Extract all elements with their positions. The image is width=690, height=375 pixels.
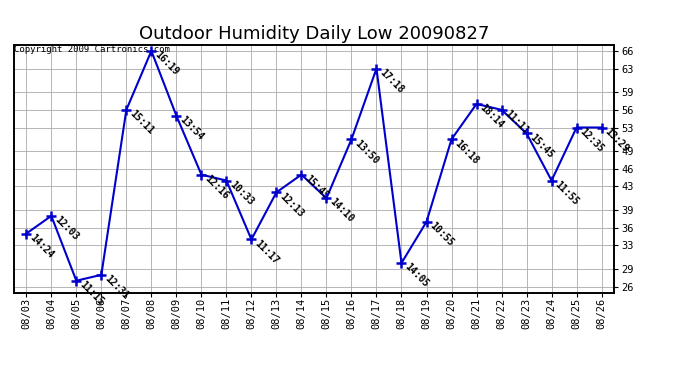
Text: 14:10: 14:10 <box>328 197 355 225</box>
Text: 16:19: 16:19 <box>152 50 181 77</box>
Text: 12:16: 12:16 <box>203 173 230 201</box>
Text: 14:24: 14:24 <box>28 232 55 260</box>
Text: 15:11: 15:11 <box>128 108 155 136</box>
Text: 13:50: 13:50 <box>353 138 381 166</box>
Text: 11:11: 11:11 <box>503 108 531 136</box>
Text: 18:14: 18:14 <box>478 102 506 130</box>
Text: 13:54: 13:54 <box>178 114 206 142</box>
Text: 15:45: 15:45 <box>528 132 555 160</box>
Text: 16:18: 16:18 <box>453 138 481 166</box>
Text: 15:45: 15:45 <box>303 173 331 201</box>
Text: 12:35: 12:35 <box>578 126 606 154</box>
Title: Outdoor Humidity Daily Low 20090827: Outdoor Humidity Daily Low 20090827 <box>139 26 489 44</box>
Text: 12:03: 12:03 <box>52 214 81 242</box>
Text: 12:13: 12:13 <box>278 191 306 219</box>
Text: 14:05: 14:05 <box>403 262 431 290</box>
Text: Copyright 2009 Cartronics.com: Copyright 2009 Cartronics.com <box>14 45 170 54</box>
Text: 11:55: 11:55 <box>553 179 581 207</box>
Text: 13:29: 13:29 <box>603 126 631 154</box>
Text: 11:15: 11:15 <box>78 279 106 307</box>
Text: 12:31: 12:31 <box>103 273 130 301</box>
Text: 10:33: 10:33 <box>228 179 255 207</box>
Text: 17:18: 17:18 <box>378 67 406 95</box>
Text: 10:55: 10:55 <box>428 220 455 248</box>
Text: 11:17: 11:17 <box>253 238 281 266</box>
